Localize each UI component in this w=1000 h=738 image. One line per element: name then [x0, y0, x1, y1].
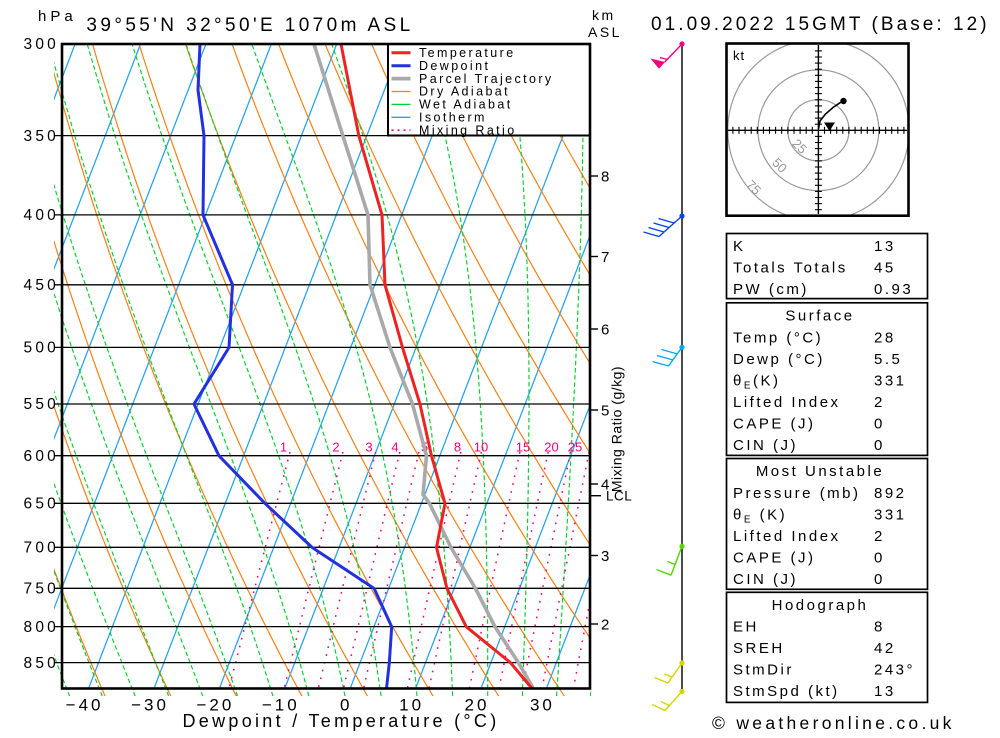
svg-text:6: 6: [601, 321, 609, 338]
svg-text:20: 20: [465, 696, 490, 715]
svg-text:8: 8: [874, 619, 885, 636]
svg-text:750: 750: [24, 581, 59, 598]
svg-text:550: 550: [24, 396, 59, 413]
svg-text:Most Unstable: Most Unstable: [756, 463, 884, 480]
svg-text:Parcel Trajectory: Parcel Trajectory: [419, 72, 554, 86]
svg-text:Totals Totals: Totals Totals: [733, 260, 848, 277]
svg-text:13: 13: [874, 683, 896, 700]
svg-text:700: 700: [24, 540, 59, 557]
svg-text:243°: 243°: [874, 662, 915, 679]
svg-text:2: 2: [874, 528, 885, 545]
svg-text:0: 0: [874, 571, 885, 588]
svg-text:0: 0: [340, 696, 352, 715]
svg-text:CAPE (J): CAPE (J): [733, 550, 816, 567]
svg-text:10: 10: [399, 696, 424, 715]
svg-text:4: 4: [601, 476, 609, 493]
svg-text:km: km: [592, 7, 616, 23]
svg-text:−10: −10: [262, 696, 300, 715]
svg-text:600: 600: [24, 448, 59, 465]
svg-text:Dry Adiabat: Dry Adiabat: [419, 85, 510, 99]
svg-text:Temperature: Temperature: [419, 46, 516, 60]
svg-text:0: 0: [874, 550, 885, 567]
svg-text:8: 8: [601, 168, 609, 185]
svg-text:10: 10: [474, 440, 488, 455]
svg-text:CIN (J): CIN (J): [733, 571, 798, 588]
svg-text:500: 500: [24, 340, 59, 357]
svg-text:kt: kt: [733, 48, 745, 63]
svg-text:EH: EH: [733, 619, 759, 636]
svg-text:350: 350: [24, 128, 59, 145]
svg-text:300: 300: [24, 36, 59, 53]
svg-text:Mixing Ratio (g/kg): Mixing Ratio (g/kg): [609, 366, 625, 492]
svg-text:Dewpoint / Temperature (°C): Dewpoint / Temperature (°C): [182, 711, 499, 731]
svg-text:400: 400: [24, 207, 59, 224]
svg-text:Lifted Index: Lifted Index: [733, 394, 841, 411]
svg-text:PW (cm): PW (cm): [733, 281, 809, 298]
svg-text:Dewpoint: Dewpoint: [419, 59, 490, 73]
svg-text:StmDir: StmDir: [733, 662, 794, 679]
svg-text:2: 2: [874, 394, 885, 411]
svg-text:Isotherm: Isotherm: [419, 111, 487, 125]
svg-text:800: 800: [24, 619, 59, 636]
svg-text:θE(K): θE(K): [733, 373, 781, 392]
svg-text:01.09.2022 15GMT (Base: 12): 01.09.2022 15GMT (Base: 12): [651, 14, 990, 35]
svg-text:hPa: hPa: [38, 8, 77, 25]
svg-text:CAPE (J): CAPE (J): [733, 416, 816, 433]
svg-text:450: 450: [24, 277, 59, 294]
svg-text:4: 4: [391, 440, 398, 455]
svg-text:CIN (J): CIN (J): [733, 437, 798, 454]
svg-text:−40: −40: [66, 696, 104, 715]
svg-text:7: 7: [601, 249, 609, 266]
svg-text:42: 42: [874, 640, 896, 657]
svg-text:Wet Adiabat: Wet Adiabat: [419, 98, 513, 112]
svg-text:0: 0: [874, 416, 885, 433]
svg-text:Lifted Index: Lifted Index: [733, 528, 841, 545]
svg-text:20: 20: [544, 440, 558, 455]
svg-text:0: 0: [874, 437, 885, 454]
svg-text:LCL: LCL: [606, 489, 632, 504]
svg-text:θE (K): θE (K): [733, 507, 787, 526]
svg-text:28: 28: [874, 330, 896, 347]
svg-text:Dewp (°C): Dewp (°C): [733, 351, 825, 368]
svg-text:Pressure (mb): Pressure (mb): [733, 485, 861, 502]
svg-text:−20: −20: [196, 696, 234, 715]
svg-text:30: 30: [530, 696, 555, 715]
svg-text:850: 850: [24, 655, 59, 672]
svg-text:5: 5: [601, 402, 609, 419]
svg-text:ASL: ASL: [588, 24, 622, 40]
svg-text:2: 2: [601, 616, 609, 633]
svg-text:15: 15: [516, 440, 530, 455]
svg-text:3: 3: [365, 440, 372, 455]
svg-text:650: 650: [24, 496, 59, 513]
svg-text:−30: −30: [131, 696, 169, 715]
svg-text:39°55'N 32°50'E 1070m ASL: 39°55'N 32°50'E 1070m ASL: [86, 15, 413, 36]
svg-text:Surface: Surface: [785, 308, 854, 325]
svg-text:SREH: SREH: [733, 640, 785, 657]
svg-text:5.5: 5.5: [874, 351, 902, 368]
svg-text:331: 331: [874, 507, 907, 524]
svg-text:Temp (°C): Temp (°C): [733, 330, 823, 347]
svg-text:Hodograph: Hodograph: [772, 597, 869, 614]
svg-text:Mixing Ratio: Mixing Ratio: [419, 123, 517, 137]
svg-text:45: 45: [874, 260, 896, 277]
svg-text:13: 13: [874, 238, 896, 255]
svg-text:8: 8: [454, 440, 461, 455]
svg-text:892: 892: [874, 485, 907, 502]
svg-text:25: 25: [568, 440, 582, 455]
svg-text:K: K: [733, 238, 746, 255]
svg-text:2: 2: [332, 440, 339, 455]
svg-text:0.93: 0.93: [874, 281, 913, 298]
svg-text:331: 331: [874, 373, 907, 390]
svg-text:StmSpd (kt): StmSpd (kt): [733, 683, 840, 700]
svg-text:© weatheronline.co.uk: © weatheronline.co.uk: [712, 713, 955, 733]
svg-text:1: 1: [280, 440, 287, 455]
svg-text:3: 3: [601, 548, 609, 565]
